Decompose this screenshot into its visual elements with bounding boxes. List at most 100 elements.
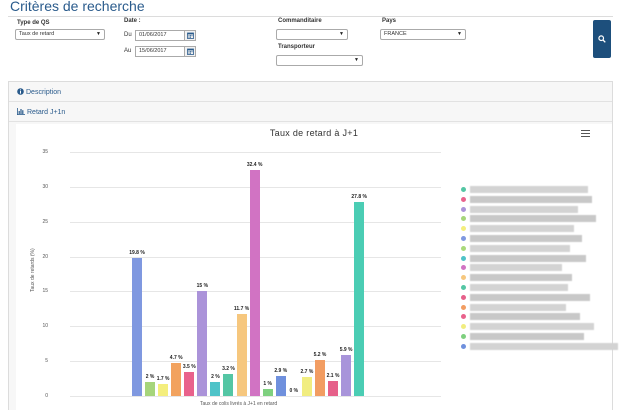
legend-item[interactable] — [461, 323, 620, 331]
chart-bar[interactable] — [314, 359, 325, 396]
bar-data-label: 15 % — [196, 283, 209, 290]
bar-chart-icon — [17, 108, 25, 115]
bar-data-label: 1.7 % — [156, 376, 170, 383]
date-from-calendar-button[interactable] — [184, 30, 196, 41]
retard-row: Retard J+1n — [9, 102, 612, 122]
chart-bar[interactable] — [145, 382, 156, 396]
legend-item[interactable] — [461, 333, 620, 341]
legend-item[interactable] — [461, 186, 620, 194]
legend-item[interactable] — [461, 244, 620, 253]
date-to-calendar-button[interactable] — [184, 46, 196, 57]
bar-data-label: 32.4 % — [246, 162, 263, 169]
legend-marker — [461, 343, 466, 349]
description-link[interactable]: Description — [17, 88, 61, 96]
bar-data-label: 2.1 % — [326, 373, 340, 380]
legend-marker — [461, 245, 466, 251]
legend-item[interactable] — [461, 264, 620, 272]
chart-bar[interactable] — [249, 170, 260, 396]
legend-marker — [461, 216, 466, 222]
y-tick-label: 15 — [42, 288, 48, 295]
bar-data-label: 4.7 % — [169, 355, 183, 362]
search-icon — [598, 35, 606, 43]
retard-link[interactable]: Retard J+1n — [17, 108, 65, 116]
legend-marker — [461, 196, 466, 202]
legend-text-redacted — [470, 293, 590, 301]
y-tick-label: 0 — [45, 393, 48, 399]
pays-select[interactable]: FRANCE ▼ — [380, 29, 466, 40]
retard-label: Retard J+1n — [27, 109, 66, 116]
legend-text-redacted — [470, 342, 618, 350]
bar-data-label: 1 % — [263, 381, 272, 388]
chart-bar[interactable] — [132, 257, 142, 396]
legend-marker — [461, 255, 466, 261]
chart-bar[interactable] — [301, 377, 312, 396]
legend-item[interactable] — [461, 205, 620, 214]
legend-marker — [461, 275, 466, 281]
legend-text-redacted — [470, 235, 582, 242]
type-qs-value: Taux de retard — [19, 31, 55, 37]
date-to-input[interactable]: 15/06/2017 — [135, 46, 185, 57]
page-title: Critères de recherche — [10, 0, 145, 14]
legend-text-redacted — [470, 215, 596, 223]
date-label: Date : — [124, 18, 141, 24]
legend-text-redacted — [470, 333, 584, 340]
chart-bar[interactable] — [197, 291, 208, 396]
legend-marker — [461, 285, 466, 290]
legend-item[interactable] — [461, 284, 620, 292]
bar-data-label: 19.8 % — [129, 249, 145, 256]
chart-bar[interactable] — [262, 389, 273, 396]
legend-marker — [461, 187, 466, 192]
legend-marker — [461, 265, 466, 271]
legend-item[interactable] — [461, 274, 620, 282]
x-axis-label: Taux de colis livrés à J+1 en retard — [200, 401, 278, 407]
grid-line — [70, 396, 441, 397]
title-divider — [8, 16, 613, 17]
pays-label: Pays — [382, 18, 397, 24]
legend-item[interactable] — [461, 225, 620, 233]
legend-item[interactable] — [461, 342, 620, 351]
legend-text-redacted — [470, 264, 562, 272]
y-tick-label: 5 — [45, 358, 48, 365]
calendar-icon — [187, 32, 194, 39]
commanditaire-label: Commanditaire — [278, 18, 322, 24]
chart-bar[interactable] — [354, 202, 365, 396]
legend-text-redacted — [470, 195, 592, 203]
bar-data-label: 3.5 % — [182, 363, 196, 370]
legend-marker — [461, 236, 466, 241]
chart-menu-icon[interactable] — [581, 130, 590, 138]
legend-text-redacted — [470, 274, 572, 282]
chart-bar[interactable] — [184, 371, 195, 396]
search-button[interactable] — [593, 20, 611, 58]
chart-bar[interactable] — [275, 375, 286, 396]
legend-item[interactable] — [461, 235, 620, 243]
legend-item[interactable] — [461, 303, 620, 312]
description-row: Description — [9, 82, 612, 102]
legend-item[interactable] — [461, 254, 620, 263]
legend-text-redacted — [470, 244, 570, 252]
legend-item[interactable] — [461, 215, 620, 223]
chart-bar[interactable] — [236, 314, 247, 396]
chart-bar[interactable] — [341, 354, 352, 396]
bar-data-label: 2 % — [211, 374, 220, 381]
chevron-down-icon: ▼ — [96, 31, 101, 37]
transporteur-select[interactable]: ▼ — [276, 55, 363, 66]
legend-item[interactable] — [461, 313, 620, 321]
chevron-down-icon: ▼ — [354, 57, 359, 63]
legend-marker — [461, 314, 466, 320]
chart-bar[interactable] — [171, 363, 182, 396]
chart-bar[interactable] — [158, 384, 169, 396]
type-qs-select[interactable]: Taux de retard ▼ — [15, 29, 105, 40]
commanditaire-select[interactable]: ▼ — [276, 29, 348, 40]
chart-bar[interactable] — [328, 381, 339, 396]
legend-marker — [461, 206, 466, 212]
info-icon — [17, 88, 24, 95]
chart-bar[interactable] — [223, 373, 234, 396]
date-from-input[interactable]: 01/06/2017 — [135, 30, 185, 41]
chevron-down-icon: ▼ — [339, 31, 344, 37]
bar-data-label: 5.9 % — [339, 346, 353, 353]
legend-item[interactable] — [461, 293, 620, 302]
legend-item[interactable] — [461, 195, 620, 204]
chart-bar[interactable] — [210, 382, 221, 396]
bar-data-label: 5.2 % — [313, 351, 327, 358]
legend-marker — [461, 304, 466, 310]
